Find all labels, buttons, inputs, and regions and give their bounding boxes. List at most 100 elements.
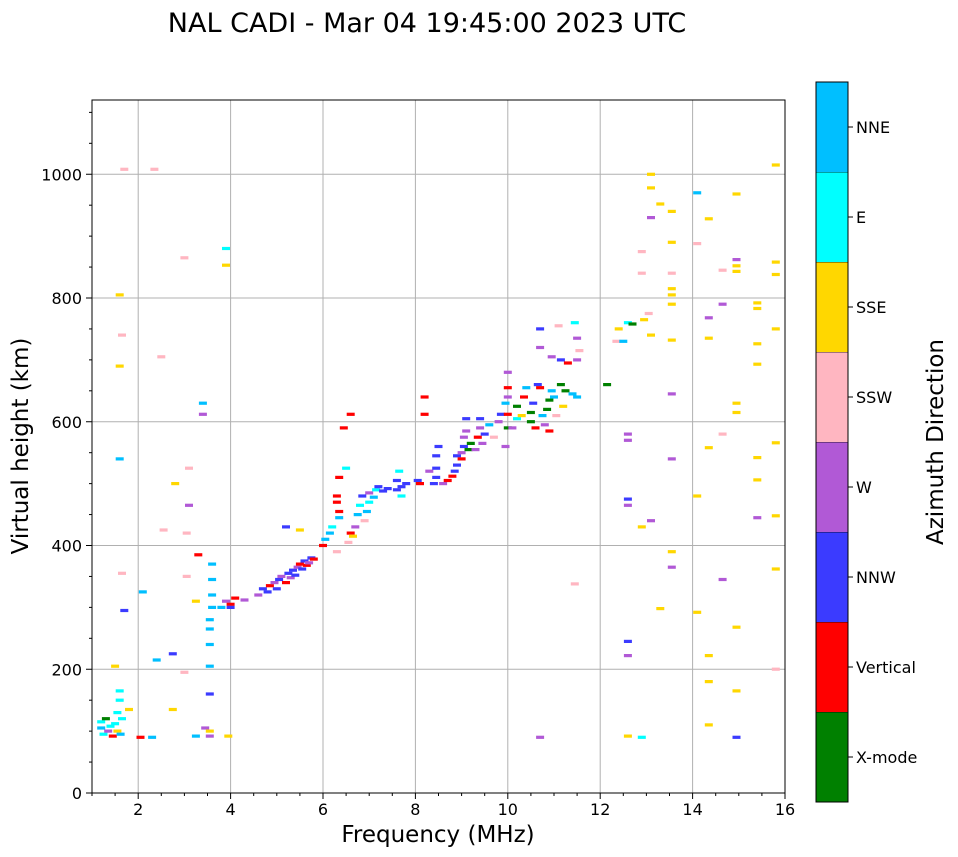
data-point: [647, 519, 655, 523]
data-points: [97, 163, 780, 739]
data-point: [667, 565, 676, 569]
data-point: [623, 321, 632, 325]
data-point: [222, 246, 230, 251]
data-point: [623, 734, 632, 738]
data-point: [704, 336, 713, 340]
data-point: [97, 720, 106, 724]
data-point: [501, 401, 510, 405]
data-point: [561, 389, 570, 393]
y-tick-label: 800: [51, 289, 82, 308]
data-point: [351, 525, 360, 529]
data-point: [570, 321, 579, 325]
colorbar-label-vertical: Vertical: [856, 658, 916, 677]
data-point: [138, 590, 147, 594]
data-point: [550, 395, 558, 399]
data-point: [522, 386, 531, 390]
x-tick-label: 2: [133, 800, 143, 819]
data-point: [120, 167, 129, 171]
data-point: [111, 722, 120, 726]
data-point: [332, 550, 341, 554]
y-tick-label: 0: [72, 784, 82, 803]
x-tick-label: 16: [775, 800, 795, 819]
data-point: [771, 514, 780, 518]
data-point: [753, 342, 762, 346]
data-point: [614, 327, 623, 331]
data-point: [205, 627, 214, 631]
data-point: [732, 410, 741, 415]
data-point: [185, 503, 193, 507]
data-point: [420, 412, 429, 416]
data-point: [205, 692, 214, 696]
data-point: [771, 163, 780, 167]
data-point: [136, 735, 145, 739]
data-point: [101, 717, 110, 721]
data-point: [432, 454, 441, 458]
data-point: [753, 456, 762, 460]
data-point: [99, 732, 108, 736]
data-point: [395, 469, 404, 473]
data-point: [563, 361, 572, 365]
data-point: [113, 711, 122, 715]
colorbar-label-e: E: [856, 208, 866, 227]
data-point: [704, 680, 713, 684]
data-point: [693, 610, 702, 614]
data-point: [171, 482, 180, 486]
data-point: [732, 401, 741, 405]
data-point: [496, 412, 505, 416]
data-point: [344, 540, 353, 544]
data-point: [623, 654, 632, 658]
data-point: [647, 172, 655, 176]
data-point: [120, 608, 129, 613]
data-point: [531, 426, 540, 430]
data-point: [365, 491, 374, 495]
data-point: [547, 355, 556, 359]
data-point: [115, 293, 124, 297]
data-point: [640, 318, 649, 322]
data-point: [513, 417, 521, 421]
data-point: [501, 444, 510, 449]
data-point: [771, 327, 780, 331]
data-point: [115, 364, 124, 368]
data-point: [466, 441, 475, 445]
data-point: [104, 729, 113, 733]
data-point: [372, 488, 381, 492]
colorbar-swatch: [816, 442, 848, 532]
data-point: [667, 293, 676, 297]
data-point: [623, 503, 632, 507]
data-point: [536, 327, 545, 331]
data-point: [115, 689, 124, 693]
data-point: [667, 302, 676, 306]
data-point: [556, 383, 565, 387]
data-point: [392, 488, 401, 492]
data-point: [704, 217, 713, 221]
data-point: [508, 426, 517, 430]
data-point: [289, 568, 297, 572]
data-point: [116, 732, 125, 736]
data-point: [392, 478, 401, 483]
data-point: [529, 401, 538, 405]
data-point: [434, 444, 443, 449]
data-point: [732, 269, 741, 273]
data-point: [462, 417, 471, 421]
colorbar-label-nne: NNE: [856, 118, 890, 137]
x-tick-label: 10: [498, 800, 518, 819]
data-point: [623, 432, 632, 436]
data-point: [545, 398, 554, 402]
data-point: [309, 557, 318, 561]
data-point: [295, 528, 304, 532]
data-point: [118, 717, 126, 721]
data-point: [168, 707, 177, 712]
y-tick-label: 600: [51, 413, 82, 432]
data-point: [182, 574, 191, 578]
data-point: [432, 466, 441, 470]
data-point: [383, 487, 392, 491]
y-tick-label: 400: [51, 537, 82, 556]
data-point: [185, 466, 193, 470]
data-point: [125, 707, 133, 712]
data-point: [718, 432, 727, 436]
data-point: [353, 513, 362, 517]
data-point: [335, 516, 344, 520]
colorbar-label-sse: SSE: [856, 298, 886, 317]
data-point: [397, 485, 406, 489]
